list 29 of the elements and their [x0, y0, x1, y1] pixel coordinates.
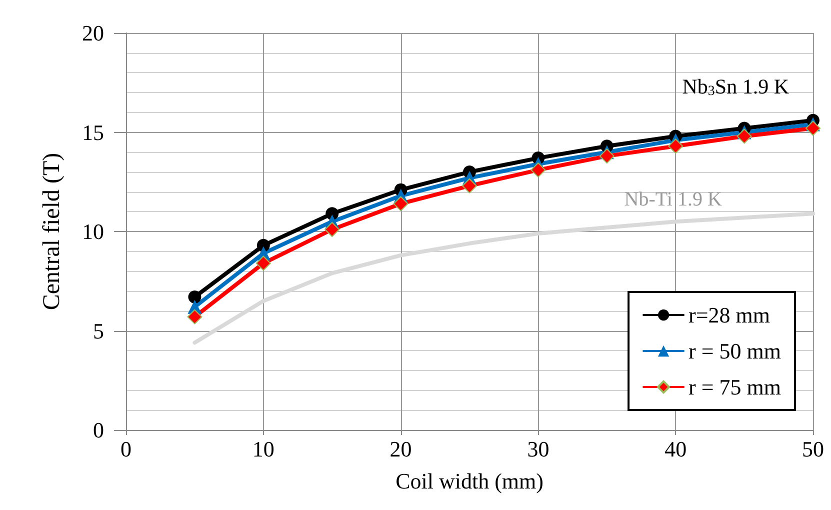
x-tick-label: 0	[120, 436, 132, 462]
x-tick-label: 10	[252, 436, 274, 462]
x-tick-label: 20	[390, 436, 412, 462]
point	[462, 178, 477, 194]
y-tick-label: 10	[82, 219, 104, 244]
y-tick-label: 5	[93, 318, 104, 344]
y-tick-label: 20	[82, 20, 104, 46]
point	[188, 290, 202, 304]
point	[530, 162, 546, 178]
point	[393, 196, 408, 212]
point	[256, 256, 271, 271]
x-tick-label: 50	[802, 436, 824, 462]
y-tick-label: 0	[93, 418, 104, 442]
y-tick-label: 15	[82, 120, 104, 145]
point	[736, 128, 752, 144]
annotation: Nb3Sn 1.9 K	[682, 74, 790, 99]
x-tick-label: 40	[664, 436, 687, 462]
point	[599, 148, 614, 164]
legend-label: r=28 mm	[688, 302, 770, 328]
series-label: Nb-Ti 1.9 K	[624, 188, 722, 211]
point	[187, 309, 202, 324]
legend-label: r = 50 mm	[688, 338, 782, 364]
point	[806, 120, 820, 136]
point	[324, 222, 340, 238]
x-axis-title: Coil width (mm)	[396, 468, 544, 494]
x-tick-label: 30	[527, 436, 550, 462]
point	[668, 138, 684, 154]
legend-label: r = 75 mm	[688, 374, 782, 400]
y-axis-title: Central field (T)	[39, 152, 65, 310]
